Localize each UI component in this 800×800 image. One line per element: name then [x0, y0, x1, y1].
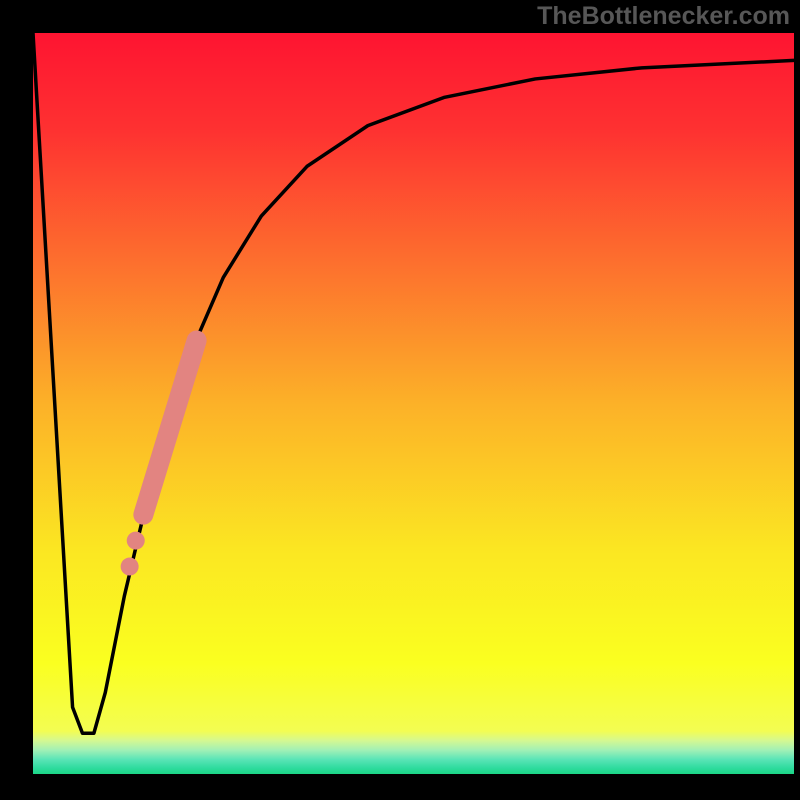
- highlight-dot: [127, 532, 145, 550]
- frame-bottom: [0, 774, 800, 800]
- frame-right: [794, 0, 800, 800]
- highlight-dot: [121, 558, 139, 576]
- chart-container: TheBottlenecker.com: [0, 0, 800, 800]
- gradient-background: [33, 33, 794, 774]
- frame-left: [0, 0, 33, 800]
- bottleneck-chart: [0, 0, 800, 800]
- watermark-text: TheBottlenecker.com: [537, 2, 790, 31]
